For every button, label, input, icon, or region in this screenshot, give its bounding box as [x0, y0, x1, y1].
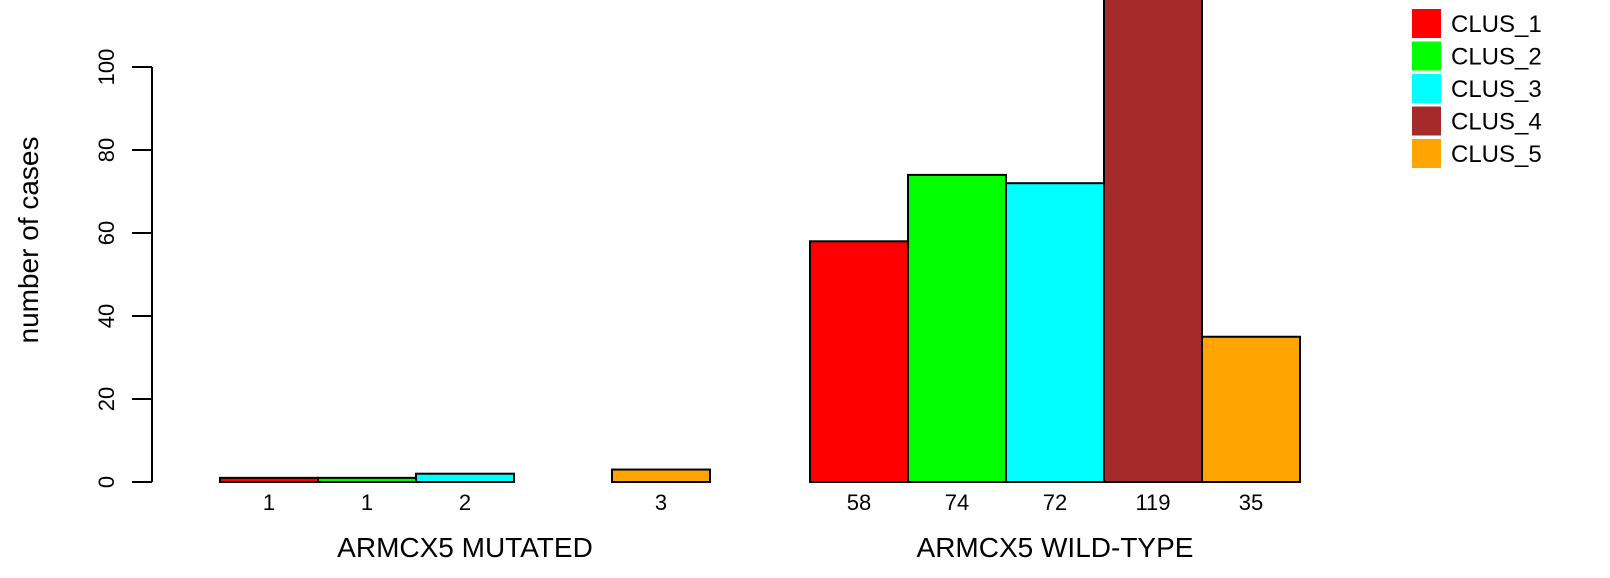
legend-swatch	[1412, 139, 1441, 168]
legend-label: CLUS_1	[1451, 11, 1542, 38]
legend-swatch	[1412, 9, 1441, 38]
legend: CLUS_1 CLUS_2 CLUS_3 CLUS_4 CLUS_5	[1412, 9, 1542, 168]
bar-clus-5	[611, 468, 711, 483]
bar-clus-3	[1005, 182, 1105, 483]
y-axis: 0 20 40 60 80 100	[94, 49, 153, 488]
legend-swatch	[1412, 106, 1441, 136]
bar-count-label: 2	[459, 490, 471, 515]
legend-label: CLUS_2	[1451, 44, 1542, 71]
bar-count-label: 1	[361, 490, 373, 515]
bar-count-label: 35	[1239, 490, 1263, 515]
legend-swatch	[1412, 41, 1441, 71]
legend-label: CLUS_3	[1451, 76, 1542, 103]
y-tick-label: 0	[94, 476, 119, 488]
y-tick-label: 100	[94, 49, 119, 86]
y-tick-label: 40	[94, 304, 119, 328]
group-label: ARMCX5 WILD-TYPE	[917, 532, 1194, 563]
bar-count-label: 119	[1135, 490, 1170, 515]
bar-clus-2	[907, 173, 1007, 483]
bar-clus-5	[1201, 335, 1301, 483]
count-labels: 1 1 2 3 58 74 72 119 35	[263, 490, 1263, 515]
bar-count-label: 72	[1043, 490, 1067, 515]
legend-swatch	[1412, 74, 1441, 103]
bar-clus-2	[317, 476, 417, 484]
y-axis-label: number of cases	[13, 137, 44, 344]
bar-clus-1	[219, 476, 319, 484]
legend-label: CLUS_4	[1451, 109, 1542, 136]
bar-clus-1	[809, 240, 909, 483]
bar-count-label: 1	[263, 490, 275, 515]
group-labels: ARMCX5 MUTATED ARMCX5 WILD-TYPE	[337, 532, 1193, 563]
bar-count-label: 74	[945, 490, 969, 515]
y-tick-label: 20	[94, 387, 119, 411]
bars	[219, 0, 1301, 484]
y-tick-label: 60	[94, 221, 119, 245]
bar-clus-4	[1103, 0, 1203, 483]
bar-clus-3	[415, 472, 515, 484]
y-tick-label: 80	[94, 138, 119, 162]
bar-count-label: 3	[655, 490, 667, 515]
bar-count-label: 58	[847, 490, 871, 515]
legend-label: CLUS_5	[1451, 141, 1542, 168]
group-label: ARMCX5 MUTATED	[337, 532, 593, 563]
